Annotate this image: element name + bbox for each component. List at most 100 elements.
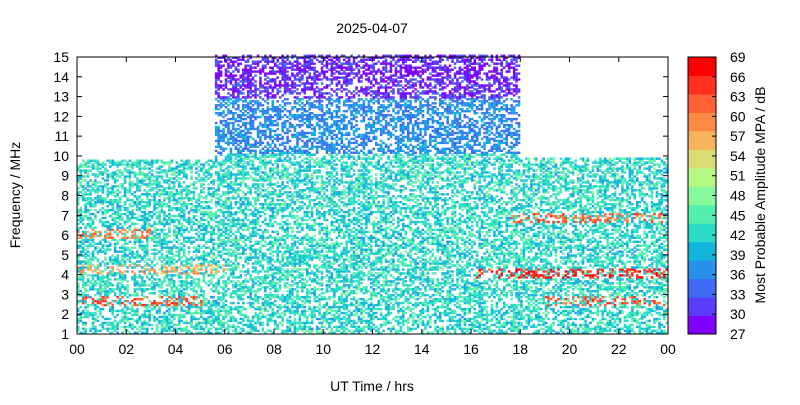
heatmap-cell [91, 238, 95, 241]
heatmap-cell [278, 62, 282, 65]
heatmap-cell [244, 117, 247, 121]
heatmap-cell [229, 230, 233, 234]
heatmap-cell [180, 234, 183, 238]
heatmap-cell [212, 266, 215, 269]
heatmap-cell [278, 244, 282, 247]
heatmap-cell [89, 327, 92, 330]
heatmap-cell [86, 268, 90, 271]
heatmap-cell [155, 236, 159, 239]
heatmap-cell [269, 222, 272, 226]
heatmap-cell [229, 185, 233, 188]
heatmap-cell [237, 216, 240, 220]
heatmap-cell [205, 169, 208, 172]
heatmap-cell [197, 195, 201, 198]
heatmap-cell [251, 228, 255, 232]
heatmap-cell [190, 321, 193, 325]
heatmap-cell [256, 290, 260, 293]
heatmap-cell [94, 288, 97, 291]
heatmap-cell [150, 163, 154, 166]
heatmap-cell [153, 254, 156, 257]
heatmap-cell [109, 301, 112, 305]
heatmap-cell [138, 163, 142, 166]
heatmap-cell [116, 173, 119, 176]
heatmap-cell [244, 234, 247, 238]
heatmap-cell [185, 319, 188, 323]
heatmap-cell [86, 309, 90, 313]
heatmap-cell [109, 272, 112, 275]
heatmap-cell [254, 296, 257, 299]
heatmap-cell [170, 290, 174, 293]
heatmap-cell [175, 331, 178, 334]
heatmap-cell [165, 323, 169, 327]
heatmap-cell [91, 288, 95, 291]
heatmap-cell [271, 216, 274, 220]
heatmap-cell [146, 258, 149, 261]
heatmap-cell [84, 331, 87, 334]
heatmap-cell [148, 205, 151, 208]
heatmap-cell [283, 309, 287, 313]
heatmap-cell [128, 189, 132, 192]
heatmap-cell [163, 171, 166, 174]
heatmap-cell [165, 315, 169, 319]
heatmap-cell [160, 296, 164, 299]
heatmap-cell [185, 258, 188, 261]
heatmap-cell [136, 165, 139, 168]
heatmap-cell [259, 311, 262, 315]
heatmap-cell [192, 216, 196, 220]
heatmap-cell [121, 256, 124, 259]
heatmap-cell [229, 197, 233, 200]
heatmap-cell [173, 305, 176, 309]
heatmap-cell [219, 104, 223, 107]
heatmap-cell [94, 234, 97, 238]
heatmap-cell [212, 274, 215, 277]
heatmap-cell [224, 315, 228, 319]
heatmap-cell [104, 238, 107, 241]
heatmap-cell [217, 234, 220, 238]
heatmap-cell [133, 290, 137, 293]
heatmap-cell [222, 298, 225, 301]
heatmap-cell [276, 181, 279, 184]
heatmap-cell [256, 60, 260, 63]
heatmap-cell [274, 56, 277, 59]
heatmap-cell [249, 64, 252, 67]
heatmap-cell [101, 288, 105, 291]
heatmap-cell [222, 207, 225, 210]
heatmap-cell [259, 104, 262, 107]
heatmap-cell [91, 236, 95, 239]
heatmap-cell [79, 218, 82, 222]
heatmap-cell [128, 216, 132, 220]
heatmap-cell [283, 207, 287, 210]
heatmap-cell [136, 161, 139, 164]
heatmap-cell [246, 258, 250, 261]
heatmap-cell [190, 270, 193, 273]
heatmap-cell [175, 189, 178, 192]
heatmap-cell [143, 296, 146, 299]
heatmap-cell [141, 256, 144, 259]
heatmap-cell [281, 268, 284, 271]
heatmap-cell [116, 201, 119, 204]
heatmap-cell [207, 159, 210, 162]
heatmap-cell [229, 177, 233, 180]
heatmap-cell [165, 250, 169, 253]
heatmap-cell [163, 278, 166, 281]
heatmap-cell [96, 165, 100, 168]
heatmap-cell [180, 191, 183, 194]
heatmap-cell [197, 230, 201, 234]
heatmap-cell [232, 187, 235, 190]
heatmap-cell [158, 171, 161, 174]
heatmap-cell [232, 141, 235, 145]
heatmap-cell [254, 145, 257, 148]
heatmap-cell [153, 292, 156, 295]
heatmap-cell [195, 248, 198, 251]
heatmap-cell [148, 163, 151, 166]
heatmap-cell [197, 280, 201, 283]
heatmap-cell [234, 90, 238, 93]
heatmap-cell [116, 207, 119, 210]
heatmap-cell [234, 145, 238, 148]
heatmap-cell [266, 141, 270, 145]
heatmap-cell [138, 203, 142, 206]
heatmap-cell [256, 232, 260, 236]
heatmap-cell [274, 296, 277, 299]
heatmap-cell [256, 218, 260, 222]
heatmap-cell [244, 64, 247, 67]
